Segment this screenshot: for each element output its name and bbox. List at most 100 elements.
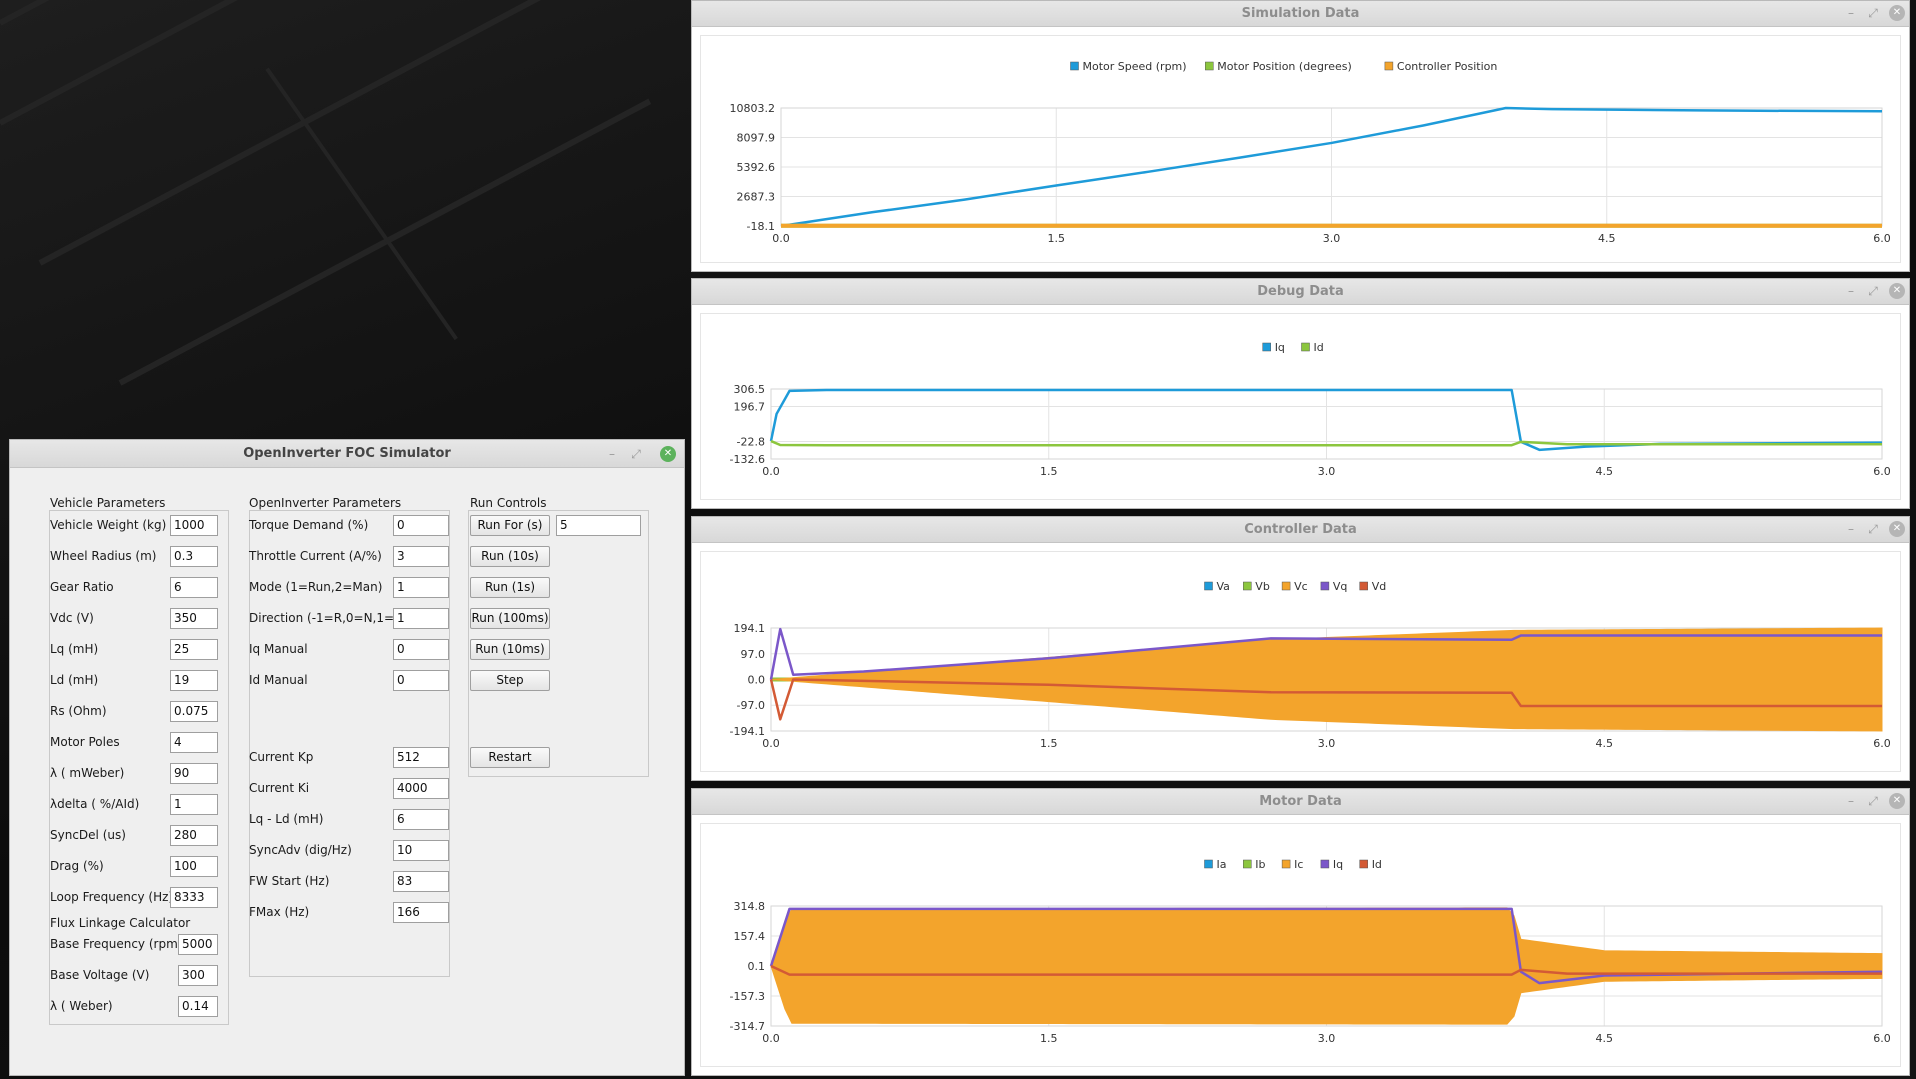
maximize-icon[interactable]: ⤢ (1868, 284, 1878, 298)
close-icon[interactable]: ✕ (1889, 521, 1905, 537)
restart-button[interactable]: Restart (470, 747, 550, 768)
param-label: FW Start (Hz) (249, 874, 330, 888)
y-tick-label: 306.5 (734, 383, 766, 396)
legend-swatch (1359, 581, 1368, 591)
param-label: Iq Manual (249, 642, 308, 656)
minimize-icon[interactable]: – (1848, 6, 1854, 20)
foc-simulator-window: OpenInverter FOC Simulator – ⤢ ✕ Vehicle… (9, 439, 685, 1076)
close-icon[interactable]: ✕ (1889, 283, 1905, 299)
legend-swatch (1262, 342, 1271, 352)
param-input[interactable]: 5000 (178, 934, 218, 955)
param-input[interactable]: 8333 (170, 887, 218, 908)
run-controls-group (468, 510, 649, 777)
y-tick-label: -18.1 (747, 220, 775, 233)
maximize-icon[interactable]: ⤢ (631, 447, 641, 461)
y-tick-label: 5392.6 (737, 161, 776, 174)
param-label: Vdc (V) (50, 611, 94, 625)
param-input[interactable]: 6 (393, 809, 449, 830)
close-icon[interactable]: ✕ (1889, 793, 1905, 809)
run-button[interactable]: Run (1s) (470, 577, 550, 598)
run-button[interactable]: Run (100ms) (470, 608, 550, 629)
run-button[interactable]: Run (10s) (470, 546, 550, 567)
param-input[interactable]: 1 (393, 608, 449, 629)
param-label: Id Manual (249, 673, 308, 687)
window-title: Debug Data (1257, 284, 1344, 299)
x-tick-label: 0.0 (762, 737, 780, 750)
vehicle-parameters-group (49, 510, 229, 1025)
legend-swatch (1243, 859, 1252, 869)
param-input[interactable]: 83 (393, 871, 449, 892)
param-input[interactable]: 25 (170, 639, 218, 660)
param-input[interactable]: 350 (170, 608, 218, 629)
param-input[interactable]: 300 (178, 965, 218, 986)
param-input[interactable]: 4000 (393, 778, 449, 799)
x-tick-label: 4.5 (1598, 232, 1616, 245)
param-input[interactable]: 0 (393, 639, 449, 660)
window-titlebar[interactable]: OpenInverter FOC Simulator – ⤢ ✕ (10, 440, 684, 468)
x-tick-label: 6.0 (1873, 465, 1891, 478)
window-title: Simulation Data (1241, 6, 1360, 21)
param-label: Lq (mH) (50, 642, 99, 656)
run-button[interactable]: Run (10ms) (470, 639, 550, 660)
param-label: Gear Ratio (50, 580, 114, 594)
y-tick-label: 194.1 (734, 622, 766, 635)
maximize-icon[interactable]: ⤢ (1868, 6, 1878, 20)
x-tick-label: 4.5 (1596, 1032, 1614, 1045)
param-input[interactable]: 0.14 (178, 996, 218, 1017)
param-input[interactable]: 3 (393, 546, 449, 567)
minimize-icon[interactable]: – (1848, 794, 1854, 808)
maximize-icon[interactable]: ⤢ (1868, 794, 1878, 808)
param-input[interactable]: 280 (170, 825, 218, 846)
param-input[interactable]: 1000 (170, 515, 218, 536)
param-input[interactable]: 166 (393, 902, 449, 923)
series-line-iq (769, 388, 1883, 452)
param-input[interactable]: 0 (393, 670, 449, 691)
window-titlebar[interactable]: Motor Data – ⤢ ✕ (692, 789, 1909, 815)
param-input[interactable]: 1 (170, 794, 218, 815)
run-for-input[interactable]: 5 (556, 515, 641, 536)
minimize-icon[interactable]: – (1848, 284, 1854, 298)
legend-label: Iq (1275, 341, 1285, 354)
openinverter-parameters-group (249, 510, 450, 977)
legend-swatch (1205, 61, 1214, 71)
param-label: Base Voltage (V) (50, 968, 150, 982)
run-for-button[interactable]: Run For (s) (470, 515, 550, 536)
legend-swatch (1301, 342, 1310, 352)
param-label: Vehicle Weight (kg) (50, 518, 167, 532)
param-input[interactable]: 1 (393, 577, 449, 598)
window-titlebar[interactable]: Debug Data – ⤢ ✕ (692, 279, 1909, 305)
param-input[interactable]: 19 (170, 670, 218, 691)
close-icon[interactable]: ✕ (1889, 5, 1905, 21)
param-input[interactable]: 4 (170, 732, 218, 753)
param-input[interactable]: 512 (393, 747, 449, 768)
legend-label: Motor Position (degrees) (1217, 60, 1351, 73)
minimize-icon[interactable]: – (609, 447, 615, 461)
param-input[interactable]: 10 (393, 840, 449, 861)
param-label: SyncAdv (dig/Hz) (249, 843, 352, 857)
run-button[interactable]: Step (470, 670, 550, 691)
window-titlebar[interactable]: Simulation Data – ⤢ ✕ (692, 1, 1909, 27)
legend-swatch (1070, 61, 1079, 71)
motor-data-chart: Ia Ib Ic Iq Id 0.0 1.5 3.0 4.5 6.0 314.8 157.4 0.1 -1… (730, 858, 1891, 1045)
param-input[interactable]: 0 (393, 515, 449, 536)
legend-label: Ic (1294, 858, 1303, 871)
param-input[interactable]: 90 (170, 763, 218, 784)
maximize-icon[interactable]: ⤢ (1868, 522, 1878, 536)
param-input[interactable]: 6 (170, 577, 218, 598)
legend-label: Vd (1372, 580, 1387, 593)
window-title: Motor Data (1259, 794, 1342, 809)
chart-container: Va Vb Vc Vq Vd 0.0 1.5 3.0 4.5 6.0 194.1 97.0 0.0 -97… (700, 551, 1901, 772)
series-line-vq (769, 627, 1882, 680)
window-titlebar[interactable]: Controller Data – ⤢ ✕ (692, 517, 1909, 543)
minimize-icon[interactable]: – (1848, 522, 1854, 536)
chart-container: Iq Id 0.0 1.5 3.0 4.5 6.0 306.5 196.7 -22.8 -132.6 (700, 313, 1901, 500)
legend-swatch (1243, 581, 1252, 591)
legend-label: Iq (1333, 858, 1343, 871)
param-input[interactable]: 100 (170, 856, 218, 877)
close-icon[interactable]: ✕ (660, 446, 676, 462)
param-input[interactable]: 0.3 (170, 546, 218, 567)
param-input[interactable]: 0.075 (170, 701, 218, 722)
param-label: Motor Poles (50, 735, 120, 749)
y-tick-label: 196.7 (734, 401, 766, 414)
param-label: λ ( Weber) (50, 999, 113, 1013)
